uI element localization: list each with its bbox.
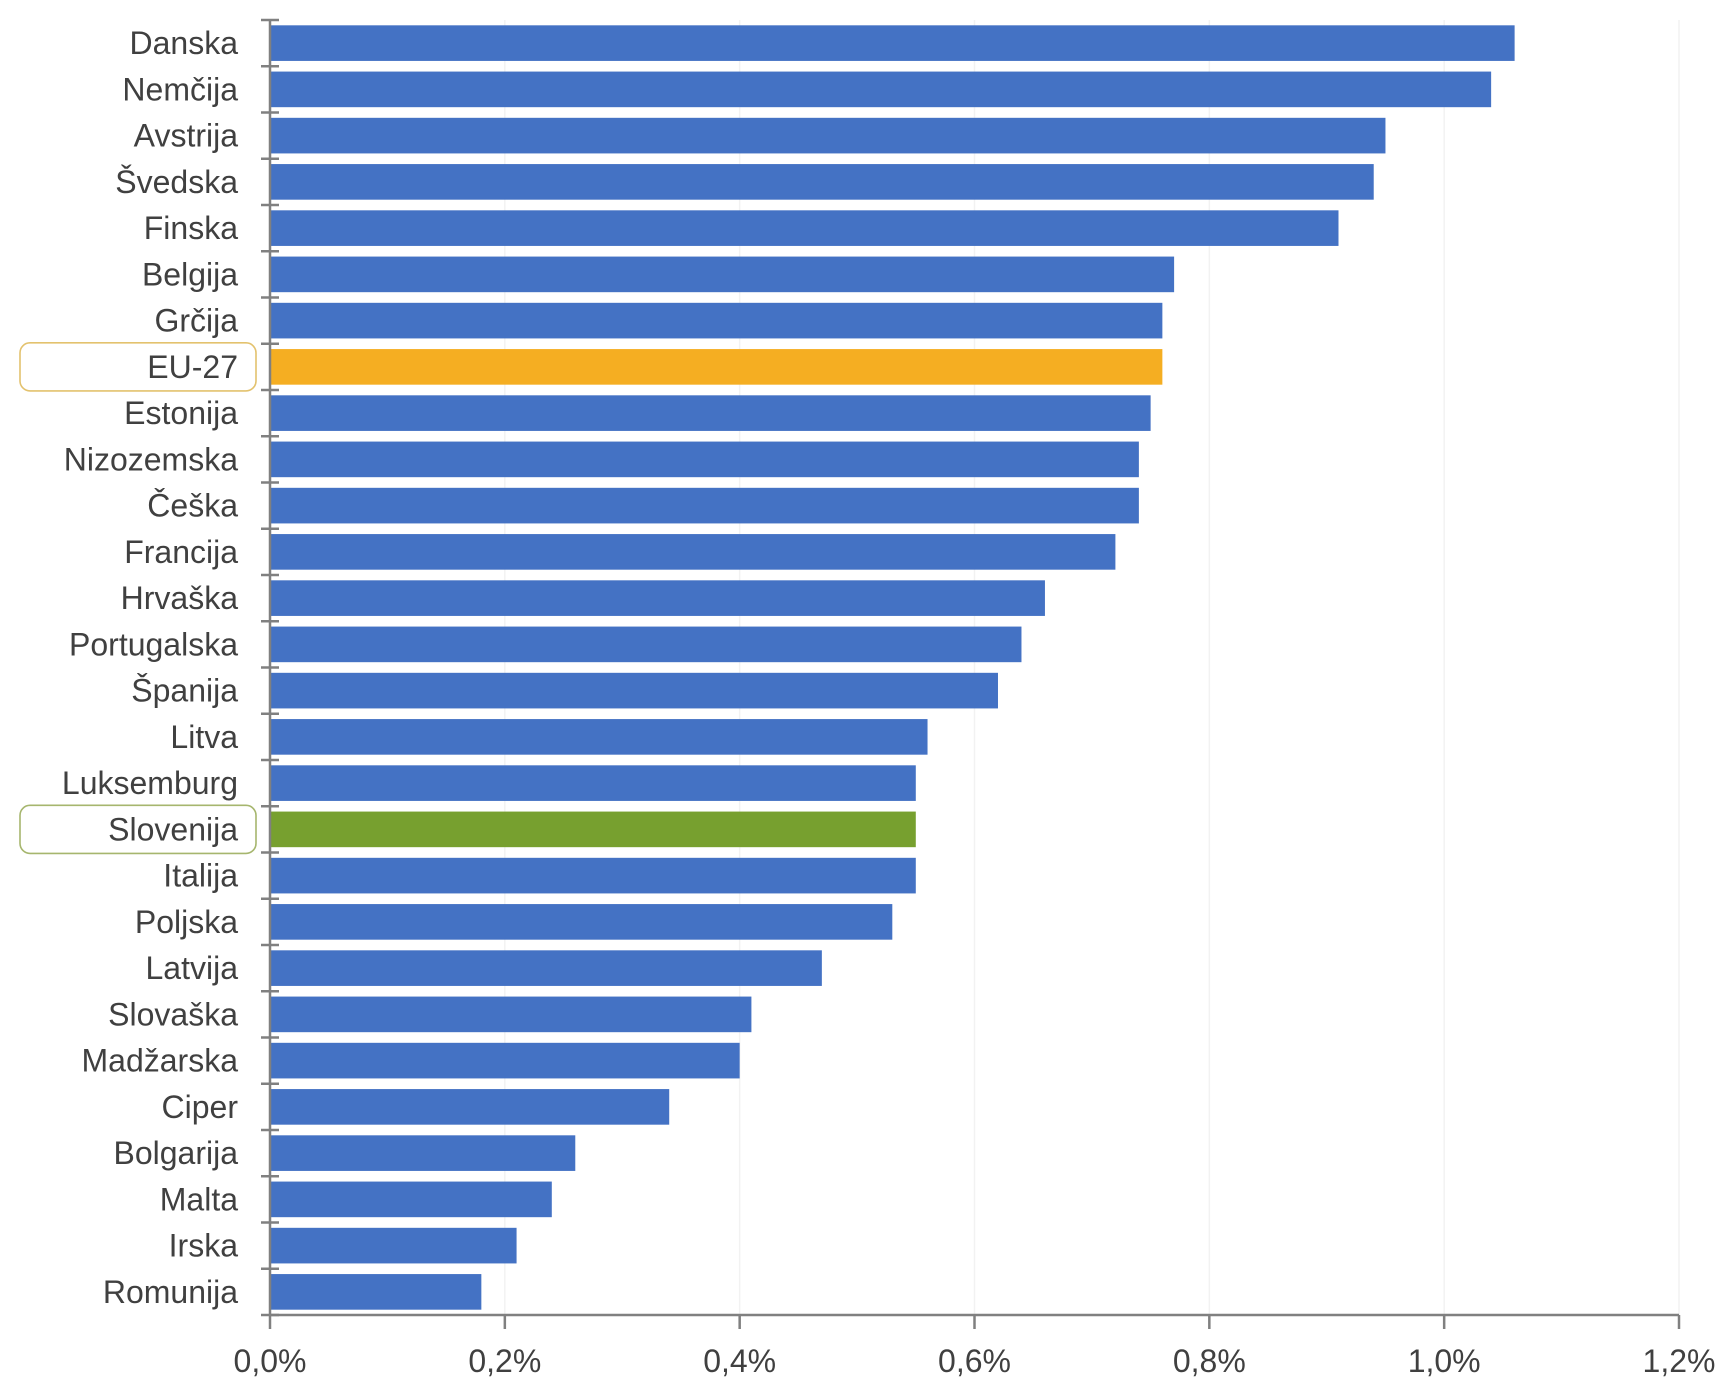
bar-portugalska	[270, 626, 1022, 663]
category-labels: Danska Nemčija Avstrija Švedska Finska Belgij…	[62, 25, 238, 1310]
bar-irska	[270, 1227, 517, 1264]
category-label-litva: Litva	[170, 719, 238, 755]
bar-italija	[270, 857, 916, 894]
category-label-grcija: Grčija	[154, 303, 238, 339]
bar-hrvaska	[270, 580, 1045, 616]
bar-ciper	[270, 1089, 670, 1125]
bar-ceska	[270, 487, 1139, 524]
bars	[270, 25, 1515, 1310]
category-label-latvija: Latvija	[146, 950, 239, 986]
x-tick-label-1: 0,2%	[468, 1343, 541, 1379]
category-label-poljska: Poljska	[135, 904, 238, 940]
category-label-malta: Malta	[160, 1181, 238, 1217]
bar-finska	[270, 210, 1339, 246]
category-label-italija: Italija	[163, 858, 238, 894]
category-label-slovaska: Slovaška	[108, 996, 238, 1032]
bar-avstrija	[270, 117, 1386, 154]
bar-grcija	[270, 302, 1163, 339]
x-tick-label-2: 0,4%	[703, 1343, 776, 1379]
bar-eu-27	[270, 349, 1163, 385]
bar-francija	[270, 534, 1116, 570]
x-tick-label-5: 1,0%	[1408, 1343, 1481, 1379]
category-label-danska: Danska	[130, 25, 239, 61]
x-tick-label-0: 0,0%	[234, 1343, 307, 1379]
bar-slovaska	[270, 996, 752, 1033]
bar-belgija	[270, 256, 1175, 293]
highlight-boxes	[19, 342, 257, 855]
bar-luksemburg	[270, 765, 916, 801]
bar-litva	[270, 719, 928, 755]
x-tick-label-3: 0,6%	[938, 1343, 1011, 1379]
highlight-box-slovenija	[19, 804, 257, 855]
category-label-hrvaska: Hrvaška	[121, 580, 239, 616]
bar-madzarska	[270, 1042, 740, 1079]
category-label-eu-27: EU-27	[147, 349, 238, 385]
category-label-belgija: Belgija	[142, 256, 238, 292]
category-label-portugalska: Portugalska	[69, 626, 238, 662]
x-tick-label-6: 1,2%	[1643, 1343, 1716, 1379]
bar-nemcija	[270, 71, 1492, 108]
axes	[261, 18, 1681, 1329]
bar-spanija	[270, 672, 998, 709]
bar-romunija	[270, 1274, 482, 1310]
bar-estonija	[270, 395, 1151, 431]
category-label-francija: Francija	[124, 534, 238, 570]
bar-latvija	[270, 950, 822, 986]
category-label-nizozemska: Nizozemska	[64, 441, 238, 477]
category-label-ciper: Ciper	[162, 1089, 239, 1125]
bar-slovenija	[270, 811, 916, 848]
category-label-luksemburg: Luksemburg	[62, 765, 238, 801]
category-label-finska: Finska	[144, 210, 238, 246]
category-label-slovenija: Slovenija	[108, 811, 238, 847]
category-label-nemcija: Nemčija	[122, 71, 238, 107]
bar-bolgarija	[270, 1135, 576, 1171]
category-label-madzarska: Madžarska	[82, 1043, 239, 1079]
category-label-estonija: Estonija	[124, 395, 238, 431]
x-tick-label-4: 0,8%	[1173, 1343, 1246, 1379]
category-label-spanija: Španija	[131, 673, 238, 709]
category-label-romunija: Romunija	[103, 1274, 238, 1310]
category-label-ceska: Češka	[147, 488, 238, 524]
category-label-bolgarija: Bolgarija	[113, 1135, 238, 1171]
bar-nizozemska	[270, 441, 1139, 478]
category-label-avstrija: Avstrija	[134, 118, 239, 154]
bar-svedska	[270, 164, 1374, 200]
bar-malta	[270, 1181, 552, 1218]
category-label-svedska: Švedska	[115, 164, 238, 200]
x-tick-labels: 0,0% 0,2% 0,4% 0,6% 0,8% 1,0% 1,2%	[234, 1343, 1716, 1379]
category-label-irska: Irska	[169, 1228, 239, 1264]
bar-poljska	[270, 904, 893, 940]
bar-danska	[270, 25, 1515, 61]
highlight-box-eu-27	[19, 342, 257, 392]
